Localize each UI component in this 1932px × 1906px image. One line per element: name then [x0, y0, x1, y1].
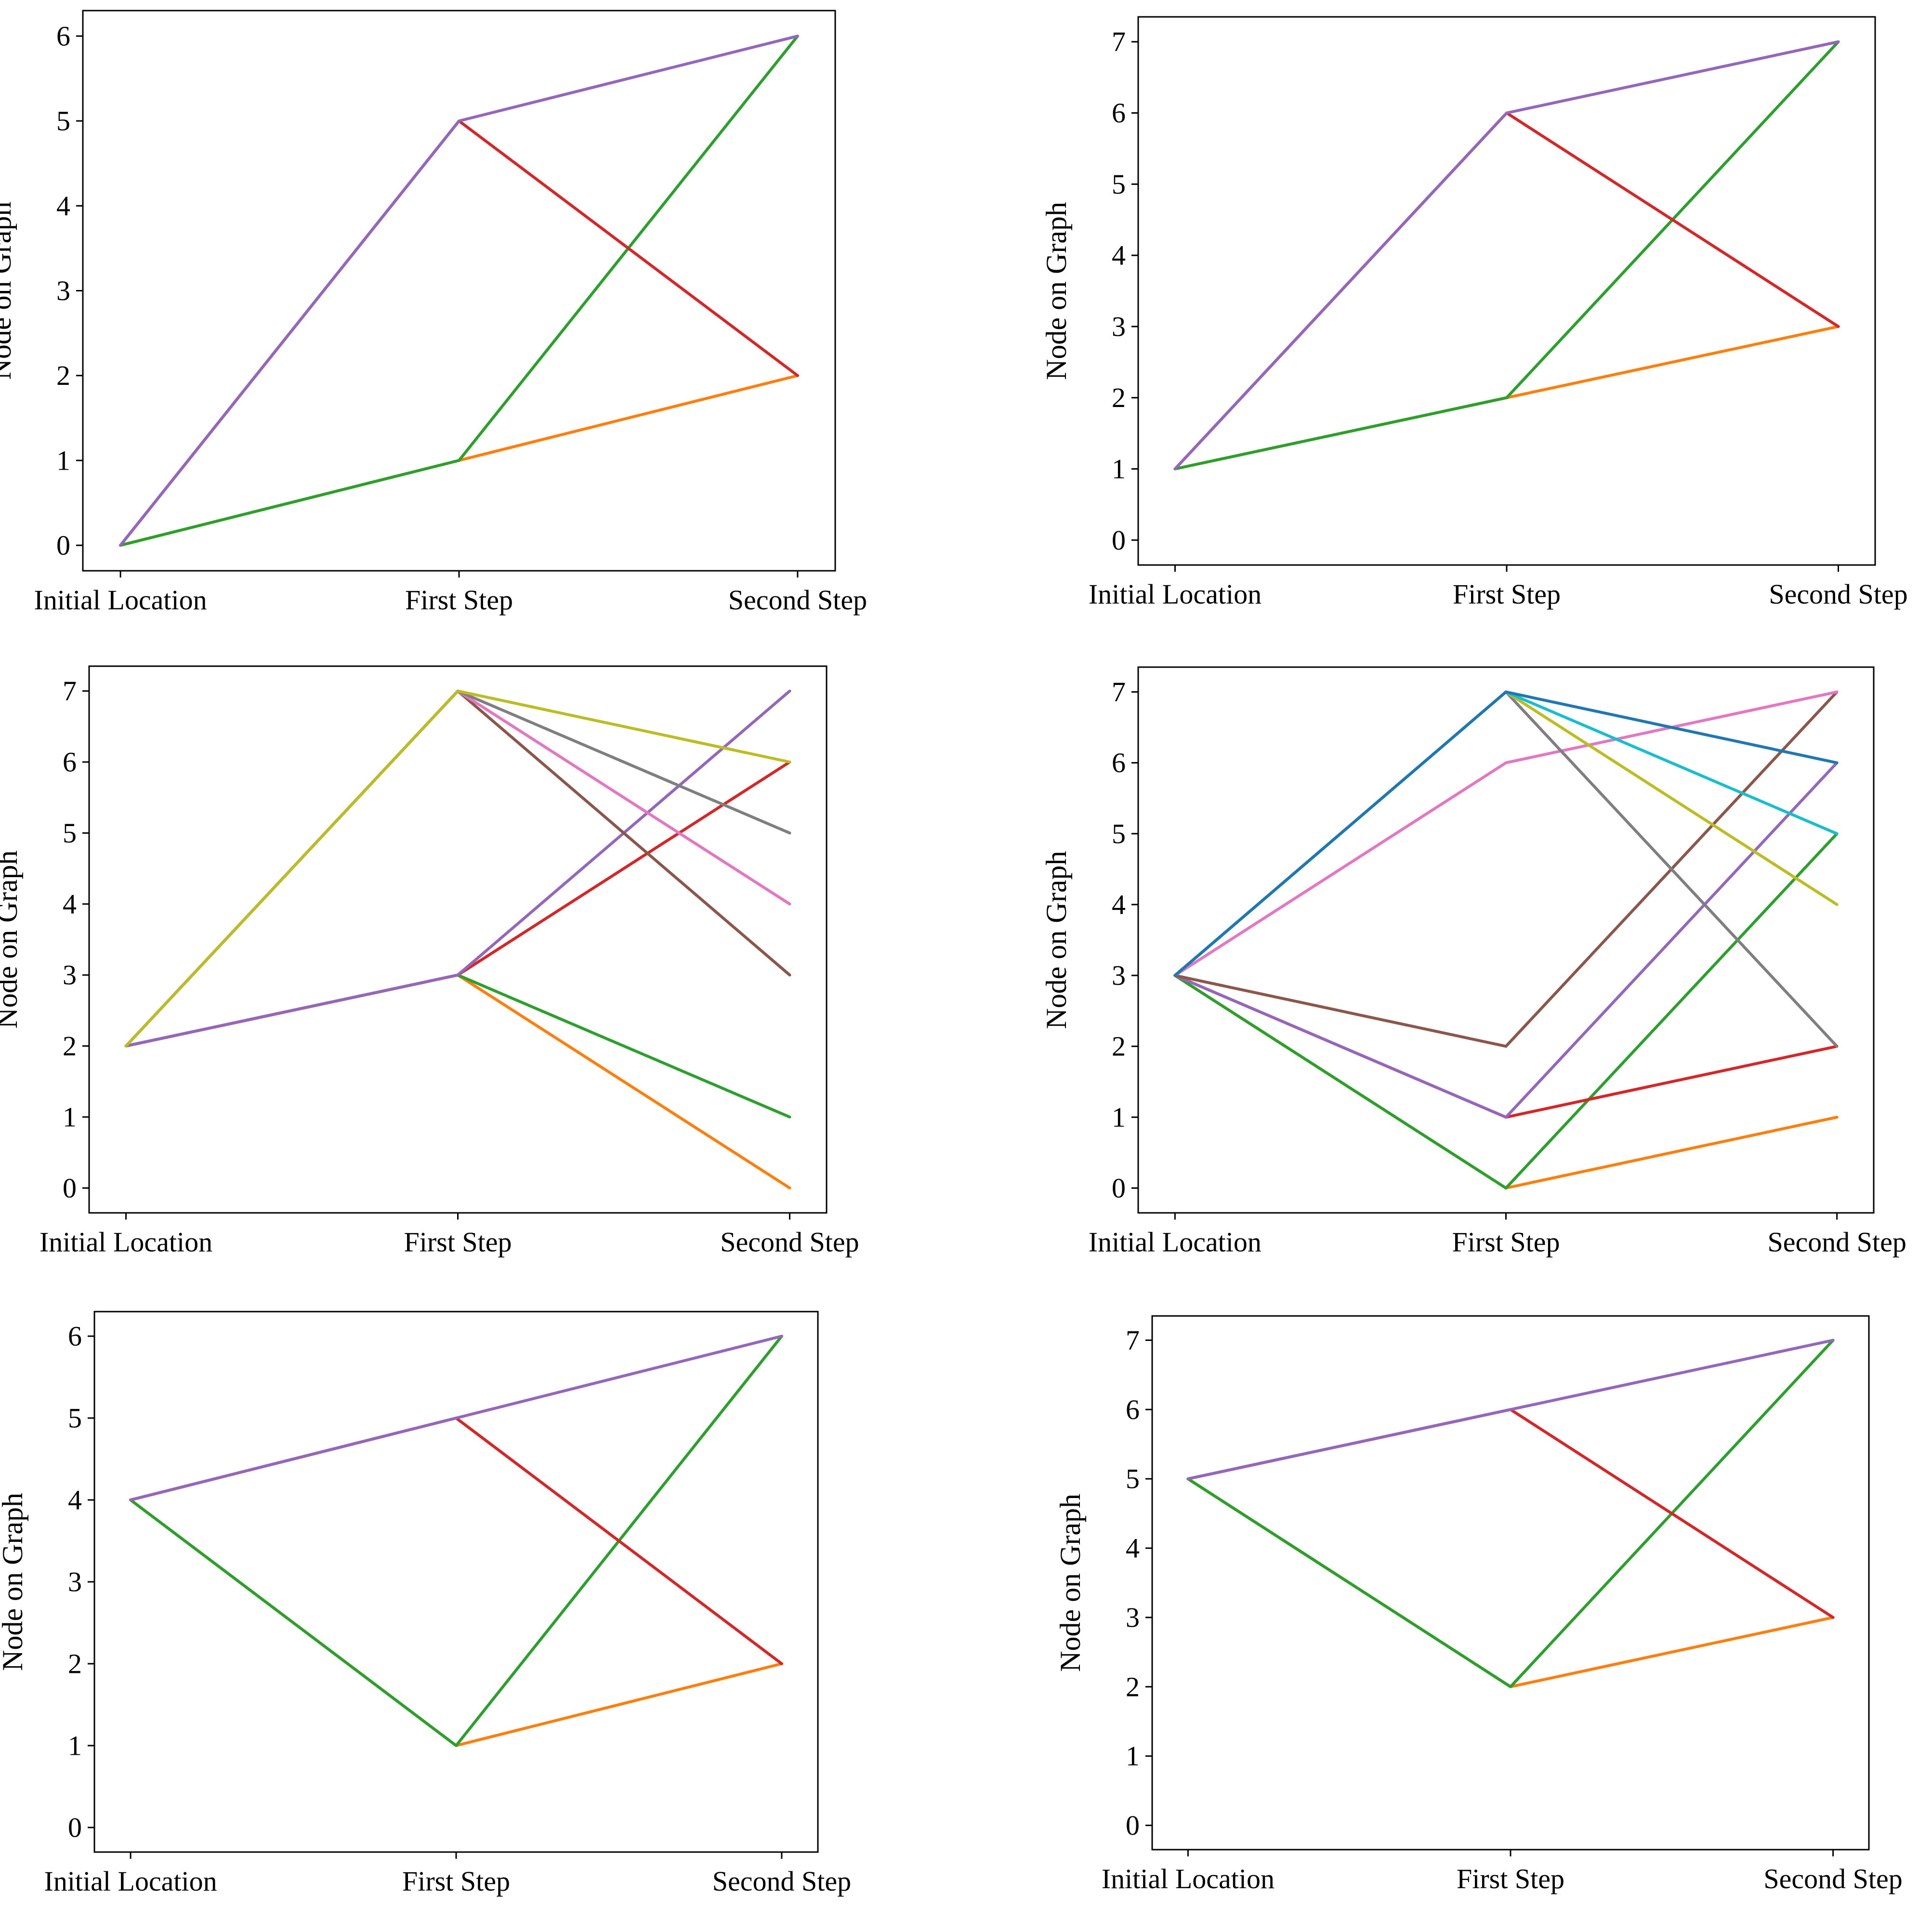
series-line-olive	[124, 689, 791, 1048]
series-line-blue	[1173, 690, 1839, 977]
x-tick-label: Second Step	[720, 1226, 859, 1258]
y-axis-label: Node on Graph	[0, 851, 23, 1029]
y-tick-label: 4	[1112, 889, 1126, 920]
plot-frame	[1137, 666, 1875, 1214]
y-tick-label: 3	[1112, 311, 1126, 342]
plot-frame	[82, 10, 836, 572]
y-tick-label: 4	[56, 190, 70, 222]
x-tick-label: Initial Location	[1089, 1226, 1262, 1258]
x-tick-label: First Step	[404, 1226, 512, 1258]
y-tick-label: 3	[56, 275, 70, 306]
series-line-purple	[1186, 1339, 1835, 1481]
y-tick-label: 3	[1112, 960, 1126, 991]
x-tick-label: First Step	[405, 584, 513, 616]
chart-5: 0 1 2 3 4 5 6 Initial Location First Step Second …	[0, 1311, 851, 1897]
x-tick-label: First Step	[402, 1866, 510, 1897]
y-tick-label: 4	[63, 888, 77, 920]
y-tick-label: 5	[1112, 818, 1126, 849]
y-tick-label: 0	[1112, 525, 1126, 556]
y-tick-label: 5	[68, 1403, 82, 1434]
series-line-green	[129, 1335, 783, 1747]
x-tick-label: Initial Location	[44, 1866, 217, 1897]
y-tick-label: 6	[1112, 97, 1126, 129]
x-tick-label: First Step	[1453, 578, 1561, 610]
chart-4: 0 1 2 3 4 5 6 7 Initial Location First Step Second…	[1040, 666, 1906, 1258]
x-tick-label: First Step	[1452, 1226, 1560, 1258]
y-tick-label: 4	[68, 1485, 82, 1516]
series-line-green	[1173, 40, 1840, 471]
y-tick-label: 7	[63, 675, 77, 707]
y-axis-label: Node on Graph	[1040, 851, 1072, 1029]
series-line-green	[1186, 1339, 1835, 1688]
y-tick-label: 0	[1126, 1810, 1140, 1841]
y-tick-label: 4	[1112, 240, 1126, 271]
y-tick-label: 6	[1126, 1394, 1140, 1425]
y-tick-label: 2	[1126, 1671, 1140, 1702]
y-tick-label: 6	[68, 1321, 82, 1352]
y-tick-label: 5	[1126, 1463, 1140, 1495]
y-tick-label: 5	[56, 105, 70, 137]
plot-frame	[88, 665, 828, 1214]
x-tick-label: Second Step	[712, 1866, 851, 1897]
chart-2: 0 1 2 3 4 5 6 7 Initial Location First Step Second…	[1040, 16, 1908, 610]
y-tick-label: 7	[1126, 1325, 1140, 1356]
y-tick-label: 7	[1112, 26, 1126, 57]
plot-frame	[1151, 1315, 1870, 1851]
y-tick-label: 2	[63, 1030, 77, 1062]
y-tick-label: 2	[1112, 1031, 1126, 1062]
y-tick-label: 1	[1112, 453, 1126, 485]
y-tick-label: 4	[1126, 1533, 1140, 1564]
x-tick-label: Second Step	[728, 584, 867, 616]
y-tick-label: 7	[1112, 676, 1126, 708]
series-line-purple	[119, 34, 799, 547]
chart-6: 0 1 2 3 4 5 6 7 Initial Location First Step Second…	[1054, 1315, 1903, 1894]
x-tick-label: First Step	[1457, 1863, 1564, 1894]
plot-frame	[93, 1311, 819, 1853]
y-tick-label: 0	[63, 1172, 77, 1204]
y-tick-label: 2	[1112, 382, 1126, 413]
x-tick-label: Second Step	[1767, 1226, 1906, 1258]
y-tick-label: 5	[1112, 169, 1126, 200]
chart-1: 0 1 2 3 4 5 6 Initial Location First Step Second …	[0, 10, 867, 616]
series-line-purple	[1173, 761, 1839, 1119]
y-tick-label: 0	[68, 1812, 82, 1843]
x-tick-label: Initial Location	[39, 1226, 212, 1258]
y-tick-label: 3	[1126, 1602, 1140, 1633]
x-tick-label: Initial Location	[1102, 1863, 1275, 1894]
x-tick-label: Initial Location	[1089, 578, 1262, 610]
y-tick-label: 1	[1112, 1102, 1126, 1133]
y-tick-label: 6	[56, 20, 70, 52]
y-tick-label: 1	[63, 1102, 77, 1133]
chart-3: 0 1 2 3 4 5 6 7 Initial Location First Step Second…	[0, 665, 859, 1258]
y-tick-label: 0	[56, 530, 70, 561]
y-axis-label: Node on Graph	[0, 202, 17, 380]
y-axis-label: Node on Graph	[1040, 202, 1072, 380]
series-line-pink	[1173, 690, 1839, 977]
series-line-green	[119, 34, 799, 547]
series-line-green	[1173, 832, 1839, 1190]
series-line-brown	[1173, 690, 1839, 1048]
x-tick-label: Second Step	[1763, 1863, 1902, 1894]
y-tick-label: 0	[1112, 1172, 1126, 1204]
series-line-purple	[129, 1335, 783, 1501]
y-axis-label: Node on Graph	[0, 1493, 28, 1671]
plot-frame	[1137, 16, 1876, 566]
y-tick-label: 6	[63, 746, 77, 777]
x-tick-label: Second Step	[1769, 578, 1907, 610]
y-tick-label: 1	[1126, 1740, 1140, 1772]
y-tick-label: 1	[68, 1730, 82, 1761]
x-tick-label: Initial Location	[34, 584, 207, 616]
y-tick-label: 5	[63, 817, 77, 849]
y-axis-label: Node on Graph	[1054, 1494, 1086, 1672]
y-tick-label: 1	[56, 445, 70, 476]
y-tick-label: 3	[63, 960, 77, 991]
y-tick-label: 2	[68, 1648, 82, 1680]
y-tick-label: 2	[56, 360, 70, 391]
series-line-purple	[1173, 40, 1840, 471]
y-tick-label: 3	[68, 1566, 82, 1598]
y-tick-label: 6	[1112, 747, 1126, 778]
